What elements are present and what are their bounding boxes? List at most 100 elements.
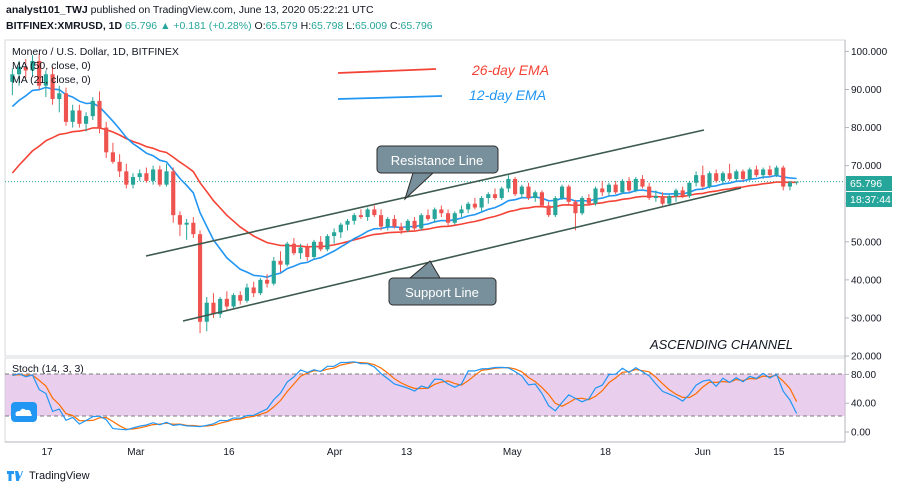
candle-body (714, 173, 719, 181)
time-axis[interactable]: 17 Mar 16 Apr 13 May 18 Jun 15 (42, 447, 785, 458)
footer-brand-text: TradingView (29, 470, 90, 482)
candle-body (305, 247, 310, 258)
candle-body (365, 209, 370, 218)
candle-body (278, 260, 283, 265)
main-pane-frame (4, 39, 846, 357)
publish-line: analyst101_TWJ published on TradingView.… (6, 2, 894, 18)
time-tick-label: 16 (223, 447, 235, 458)
candle-body (57, 93, 62, 100)
candle-body (513, 178, 518, 195)
price-tick-label: 20.000 (851, 352, 882, 363)
candle-body (479, 198, 484, 208)
candle-body (104, 127, 109, 153)
price-change: ▲ +0.181 (+0.28%) (160, 20, 252, 32)
candle-body (130, 177, 136, 185)
resistance-callout-box (376, 145, 499, 174)
candle-body (30, 60, 35, 71)
candle-body (633, 178, 638, 191)
chart-header: analyst101_TWJ published on TradingView.… (6, 2, 894, 38)
candle-body (332, 232, 337, 237)
resistance-callout-text: Resistance Line (391, 153, 484, 168)
candle-body (251, 287, 256, 294)
candle-body (271, 260, 276, 284)
price-tick-label: 30.000 (851, 313, 882, 324)
candle-body (231, 295, 236, 307)
candle-body (338, 224, 343, 233)
resistance-line[interactable] (145, 129, 705, 257)
ema26-line (11, 127, 797, 248)
candle-body (640, 178, 645, 187)
candle-body (50, 74, 55, 100)
candle-body (244, 287, 250, 301)
candle-body (573, 201, 578, 214)
ma21-legend: MA (21, close, 0) (12, 74, 91, 86)
ema12-label: 12-day EMA (469, 87, 546, 103)
countdown-tag: 18:37:44 (850, 194, 891, 206)
cloud-icon[interactable] (11, 402, 37, 422)
candle-body (613, 184, 618, 193)
candle-body (291, 243, 296, 254)
candle-body (405, 220, 410, 231)
time-tick-label: Mar (127, 447, 145, 458)
candle-body (781, 167, 786, 187)
candle-body (285, 243, 290, 265)
publish-info: published on TradingView.com, June 13, 2… (90, 4, 374, 16)
candle-body (164, 171, 169, 185)
support-callout[interactable]: Support Line (388, 260, 497, 306)
candle-body (445, 213, 451, 223)
candle-body (533, 192, 538, 198)
candle-body (171, 171, 176, 216)
footer-brand[interactable]: TradingView (6, 466, 90, 486)
high-label: H: (300, 20, 312, 32)
candle-body (419, 215, 424, 229)
ohlc-line: BITFINEX:XMRUSD, 1D 65.796 ▲ +0.181 (+0.… (6, 18, 894, 34)
chart-title: Monero / U.S. Dollar, 1D, BITFINEX (12, 46, 179, 58)
candle-body (204, 302, 209, 322)
candle-body (734, 171, 739, 179)
candle-body (184, 222, 189, 225)
candle-body (707, 173, 712, 187)
candle-body (506, 178, 511, 189)
candle-body (466, 203, 471, 210)
candle-body (352, 215, 357, 221)
candle-body (311, 241, 317, 258)
last-price-tag-bg (846, 176, 892, 191)
candle-body (385, 218, 390, 227)
chart-canvas[interactable]: 100.00090.00080.00070.00060.00050.00040.… (0, 0, 900, 470)
candle-body (459, 209, 464, 214)
low-label: L: (346, 20, 355, 32)
candle-body (787, 182, 793, 187)
candle-body (694, 175, 699, 183)
candle-body (774, 167, 779, 176)
candle-body (432, 209, 437, 219)
candle-body (77, 110, 82, 124)
high-value: 65.798 (311, 20, 344, 32)
candle-body (392, 218, 397, 227)
candle-body (124, 171, 129, 185)
candle-body (626, 180, 632, 191)
open-value: 65.579 (265, 20, 298, 32)
price-tick-label: 80.000 (851, 123, 882, 134)
candle-body (191, 222, 196, 235)
candle-body (117, 161, 122, 172)
candle-body (667, 196, 672, 204)
candle-body (620, 180, 625, 193)
candle-body (298, 247, 303, 254)
stoch-title: Stoch (14, 3, 3) (12, 363, 84, 375)
candle-body (472, 203, 477, 208)
author-name[interactable]: analyst101_TWJ (6, 4, 88, 16)
candle-body (325, 236, 330, 250)
time-tick-label: 15 (773, 447, 785, 458)
candle-body (519, 186, 524, 195)
candle-body (110, 152, 115, 162)
resistance-callout[interactable]: Resistance Line (376, 145, 499, 201)
candle-body (566, 186, 571, 202)
support-line[interactable] (182, 187, 742, 322)
close-label: C: (390, 20, 401, 32)
symbol-label: BITFINEX:XMRUSD, 1D (6, 20, 123, 32)
price-tick-label: 40.000 (851, 275, 882, 286)
time-tick-label: Jun (695, 447, 711, 458)
candle-body (412, 220, 417, 229)
candle-body (90, 100, 95, 117)
candle-body (727, 173, 732, 179)
